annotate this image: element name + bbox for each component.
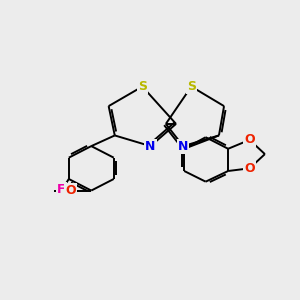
Text: F: F [57, 183, 66, 196]
Text: S: S [138, 80, 147, 93]
Text: O: O [244, 134, 255, 146]
Text: O: O [244, 162, 255, 175]
Text: S: S [187, 80, 196, 93]
Text: N: N [145, 140, 156, 153]
Text: N: N [178, 140, 188, 153]
Text: O: O [65, 184, 76, 197]
